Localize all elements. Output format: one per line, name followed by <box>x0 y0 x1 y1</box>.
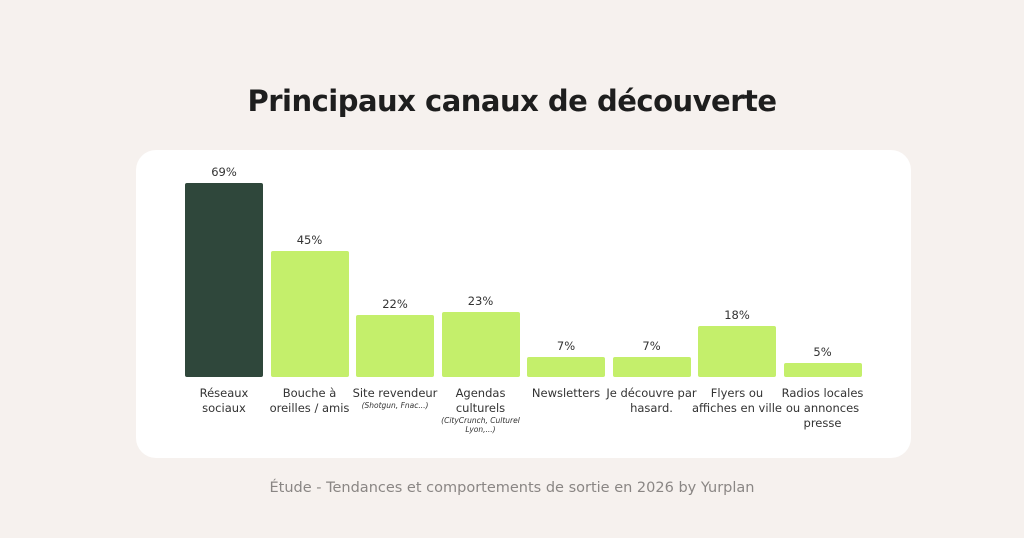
value-label: 18% <box>724 308 750 323</box>
category-label: Flyers ou affiches en ville <box>691 386 783 416</box>
category-text: Agendas culturels <box>455 386 506 415</box>
bar <box>270 250 349 377</box>
value-label: 69% <box>211 165 237 180</box>
category-text: Réseaux sociaux <box>199 386 249 415</box>
chart-card: 69% Réseaux sociaux 45% Bouche à oreilles /… <box>136 150 911 458</box>
value-label: 23% <box>467 294 494 309</box>
caption: Étude - Tendances et comportements de so… <box>269 480 755 496</box>
category-label: Radios locales ou annonces presse <box>777 386 869 431</box>
category-label: Bouche à oreilles / amis <box>264 386 356 416</box>
category-text: Newsletters <box>531 386 601 400</box>
category-text: Bouche à oreilles / amis <box>269 386 350 415</box>
bar <box>356 315 434 377</box>
bar <box>185 183 263 377</box>
value-label: 5% <box>813 344 832 359</box>
category-label: Réseaux sociaux <box>178 386 270 416</box>
category-text: Je découvre par hasard. <box>606 386 697 415</box>
bar <box>527 357 605 377</box>
category-text: Site revendeur <box>352 386 438 400</box>
category-note: (Shotgun, Fnac...) <box>361 401 429 410</box>
category-text: Flyers ou affiches en ville <box>692 386 782 415</box>
value-label: 7% <box>556 339 576 354</box>
category-label: Newsletters <box>520 386 612 401</box>
category-label: Site revendeur (Shotgun, Fnac...) <box>349 386 441 410</box>
category-note: (CityCrunch, Culturel Lyon,...) <box>441 416 520 434</box>
bar <box>441 312 520 377</box>
chart-title: Principaux canaux de découverte <box>247 84 777 118</box>
bar <box>612 357 691 377</box>
category-label: Agendas culturels (CityCrunch, Culturel L… <box>435 386 527 434</box>
bar <box>783 362 862 377</box>
category-label: Je découvre par hasard. <box>606 386 698 416</box>
value-label: 45% <box>296 232 323 247</box>
bar <box>698 326 776 377</box>
category-text: Radios locales ou annonces presse <box>781 386 864 430</box>
value-label: 7% <box>642 339 661 354</box>
value-label: 22% <box>382 297 408 312</box>
